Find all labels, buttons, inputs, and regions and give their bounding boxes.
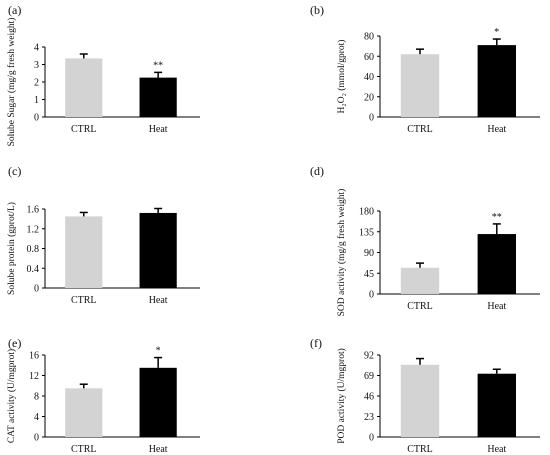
bar-heat — [139, 212, 177, 288]
y-tick-label: 0.4 — [27, 264, 40, 275]
significance-marker: * — [494, 27, 499, 38]
y-tick-label: 4 — [34, 43, 39, 54]
panel-label: (c) — [8, 164, 21, 178]
x-tick-label: CTRL — [407, 301, 433, 312]
y-tick-label: 46 — [364, 392, 374, 403]
y-tick-label: 0 — [34, 113, 39, 124]
x-tick-label: Heat — [487, 301, 506, 312]
y-tick-label: 20 — [364, 92, 374, 103]
y-axis-title: H₂O₂ (mmol/gprot) — [336, 40, 347, 114]
x-tick-label: Heat — [149, 124, 168, 135]
y-tick-label: 8 — [34, 392, 39, 403]
bar-ctrl — [65, 58, 103, 117]
x-tick-label: CTRL — [407, 124, 433, 135]
y-axis-title: POD activity (U/mgprot) — [336, 348, 347, 444]
y-axis-title: Solube Sugar (mg/g fresh weight) — [6, 18, 17, 147]
y-tick-label: 0 — [369, 113, 374, 124]
y-tick-label: 16 — [29, 351, 39, 362]
y-tick-label: 1.2 — [27, 224, 40, 235]
y-tick-label: 0 — [369, 433, 374, 444]
bar-heat — [477, 373, 516, 437]
panel-label: (a) — [8, 3, 21, 17]
y-tick-label: 40 — [364, 72, 374, 83]
y-tick-label: 135 — [359, 227, 374, 238]
panel-label: (f) — [310, 336, 322, 350]
y-tick-label: 12 — [29, 371, 39, 382]
y-axis-title: SOD activity (mg/g fresh weight) — [336, 189, 347, 317]
chart-panel-5: (e) 0 4 8 12 16 CAT activity (U/mgprot) CTRL * He… — [6, 336, 200, 455]
y-tick-label: 2 — [34, 78, 39, 89]
significance-marker: ** — [153, 60, 163, 71]
bar-heat — [477, 234, 516, 294]
y-tick-label: 0 — [34, 284, 39, 295]
chart-panel-4: (d) 0 45 90 135 180 SOD activity (mg/g fresh w… — [310, 164, 540, 316]
bar-ctrl — [400, 54, 440, 117]
chart-panel-6: (f) 0 23 46 69 92 POD activity (U/mgprot) CTRL H… — [310, 336, 540, 455]
x-tick-label: CTRL — [71, 295, 97, 306]
y-tick-label: 23 — [364, 412, 374, 423]
y-tick-label: 0 — [369, 290, 374, 301]
bar-heat — [477, 45, 516, 117]
x-tick-label: Heat — [487, 444, 506, 455]
x-tick-label: CTRL — [71, 124, 97, 135]
chart-panel-3: (c) 0 0.4 0.8 1.2 1.6 Solube protein (gprot/L)… — [6, 164, 200, 306]
y-tick-label: 69 — [364, 371, 374, 382]
x-tick-label: Heat — [149, 295, 168, 306]
y-axis-title: CAT activity (U/mgprot) — [6, 349, 17, 443]
y-tick-label: 0.8 — [27, 244, 40, 255]
bar-heat — [139, 77, 177, 117]
bar-ctrl — [65, 388, 103, 437]
chart-panel-2: (b) 0 20 40 60 80 H₂O₂ (mmol/gprot) CTRL * Heat — [310, 3, 540, 135]
y-tick-label: 180 — [359, 207, 374, 218]
y-tick-label: 3 — [34, 60, 39, 71]
y-tick-label: 1.6 — [27, 205, 40, 216]
y-tick-label: 1 — [34, 95, 39, 106]
significance-marker: * — [156, 346, 161, 357]
y-tick-label: 4 — [34, 412, 39, 423]
bar-ctrl — [65, 216, 103, 288]
significance-marker: ** — [492, 212, 502, 223]
y-tick-label: 45 — [364, 269, 374, 280]
panel-label: (b) — [310, 3, 324, 17]
y-tick-label: 90 — [364, 248, 374, 259]
y-tick-label: 80 — [364, 32, 374, 43]
bar-heat — [139, 367, 177, 437]
x-tick-label: CTRL — [71, 444, 97, 455]
panel-label: (e) — [8, 336, 21, 350]
chart-panel-1: (a) 0 1 2 3 4 Solube Sugar (mg/g fresh weight)… — [6, 3, 200, 146]
panel-label: (d) — [310, 164, 324, 178]
y-tick-label: 92 — [364, 351, 374, 362]
x-tick-label: CTRL — [407, 444, 433, 455]
x-tick-label: Heat — [487, 124, 506, 135]
x-tick-label: Heat — [149, 444, 168, 455]
bar-ctrl — [400, 267, 440, 294]
y-axis-title: Solube protein (gprot/L) — [6, 202, 17, 295]
y-tick-label: 0 — [34, 433, 39, 444]
bar-ctrl — [400, 364, 440, 437]
y-tick-label: 60 — [364, 52, 374, 63]
